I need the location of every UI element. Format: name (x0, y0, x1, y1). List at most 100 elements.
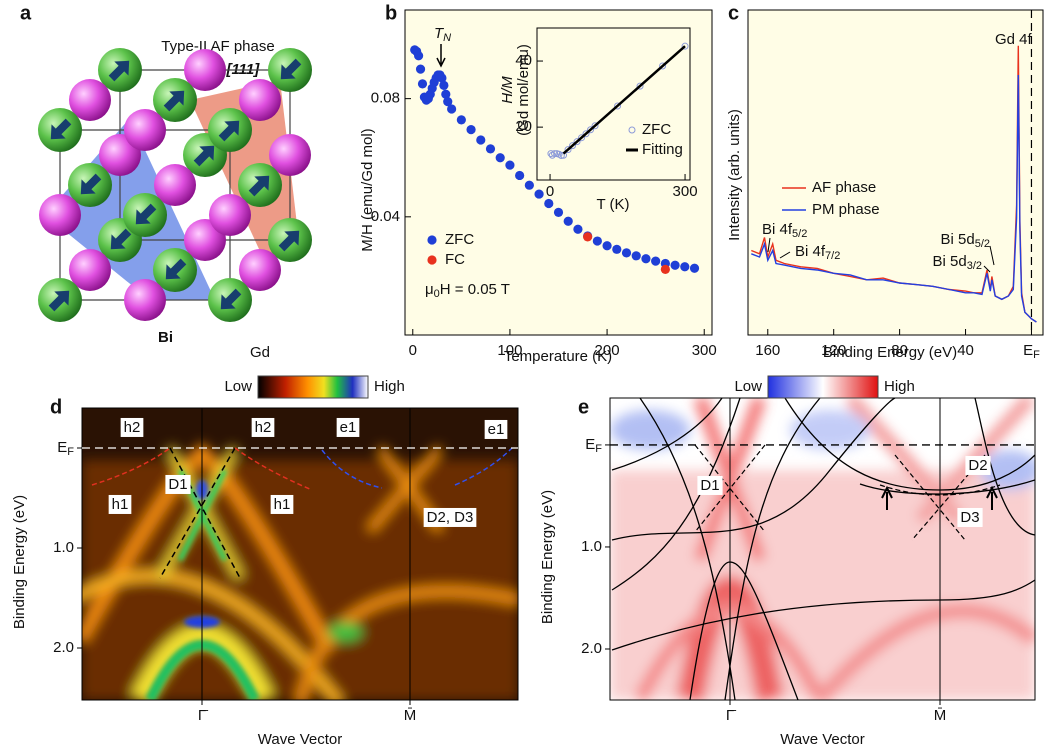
crystal-structure: a Type-II AF phase μ // [111] Bi Gd (20, 2, 312, 361)
data-point (416, 64, 425, 73)
subscript: F (595, 443, 602, 455)
colorbar (258, 376, 368, 398)
band-label: D1 (168, 476, 187, 493)
x-tick-label: 300 (692, 342, 717, 359)
data-point (496, 153, 505, 162)
x-tick-label: 0 (546, 183, 554, 200)
text-part: Bi 5d (941, 231, 975, 248)
bi-atom (209, 194, 251, 236)
bi-atom (124, 109, 166, 151)
colorbar-label: High (374, 378, 405, 395)
subscript: 3/2 (967, 260, 982, 272)
arpes-image (70, 408, 520, 705)
x-axis-label: T (K) (596, 196, 629, 213)
colorbar-label: High (884, 378, 915, 395)
data-point (564, 217, 573, 226)
bi-atom (39, 194, 81, 236)
data-point (515, 171, 524, 180)
x-axis-label: Binding Energy (eV) (823, 344, 957, 361)
colorbar (768, 376, 878, 398)
y-tick-label: 1.0 (53, 539, 74, 556)
x-axis-label: Temperature (K) (504, 348, 612, 365)
text-part: E (1023, 342, 1033, 359)
data-point (457, 115, 466, 124)
structure-title: Type-II AF phase (161, 38, 274, 55)
band-label: h1 (274, 496, 291, 513)
band-label: h2 (255, 419, 272, 436)
y-tick-label: 1.0 (581, 538, 602, 555)
data-point (690, 264, 699, 273)
x-tick-label: Γ̄ (726, 707, 736, 724)
data-point (622, 248, 631, 257)
subscript: N (443, 32, 451, 44)
x-tick-label: EF (1023, 342, 1040, 361)
legend-label: ZFC (445, 231, 474, 248)
legend-marker (427, 235, 436, 244)
y-axis-unit: (Gd mol/emu) (515, 44, 532, 136)
panel-label: a (20, 2, 32, 24)
band-label: D1 (700, 477, 719, 494)
x-axis-label: Wave Vector (780, 731, 864, 748)
subscript: F (67, 446, 74, 458)
subscript: 5/2 (975, 238, 990, 250)
y-tick-label: 2.0 (581, 640, 602, 657)
legend-marker (427, 255, 436, 264)
data-point (544, 199, 553, 208)
y-tick-label: 0.08 (371, 90, 400, 107)
x-tick-label: M̄ (934, 707, 947, 724)
band-label: h2 (124, 419, 141, 436)
y-axis-label: H/M (499, 76, 516, 104)
text-part: Bi 4f (795, 243, 826, 260)
data-point (593, 236, 602, 245)
atoms (38, 48, 312, 322)
data-point (612, 245, 621, 254)
data-point (651, 257, 660, 266)
legend-label: AF phase (812, 179, 876, 196)
atom-label: Gd (250, 344, 270, 361)
band-intensity (70, 448, 520, 705)
text-part: Bi 4f (762, 221, 793, 238)
text-part: μ (425, 281, 434, 298)
x-tick-label: 300 (673, 183, 698, 200)
x-axis-label: Wave Vector (258, 731, 342, 748)
atom-label: Bi (158, 329, 173, 346)
text-part: Bi 5d (933, 253, 967, 270)
data-point (439, 81, 448, 90)
figure: a Type-II AF phase μ // [111] Bi Gd (0, 0, 1045, 751)
band-label: h1 (112, 496, 129, 513)
data-point (525, 181, 534, 190)
panel-label: e (578, 396, 589, 418)
text-part: H = 0.05 T (440, 281, 510, 298)
data-point (505, 161, 514, 170)
band-label: D3 (960, 509, 979, 526)
band-label: D2 (968, 457, 987, 474)
y-axis-label: Binding Energy (eV) (11, 495, 28, 629)
data-point (661, 265, 670, 274)
legend-label: ZFC (642, 121, 671, 138)
y-axis-label: Binding Energy (eV) (539, 490, 556, 624)
legend-label: FC (445, 251, 465, 268)
colorbar-label: Low (224, 378, 252, 395)
data-point (573, 225, 582, 234)
subscript: F (1033, 349, 1040, 361)
bi-atom (124, 279, 166, 321)
text-part: E (585, 436, 595, 453)
data-point (554, 208, 563, 217)
band-label: e1 (340, 419, 357, 436)
y-axis-label: M/H (emu/Gd mol) (359, 128, 376, 251)
data-point (680, 262, 689, 271)
x-tick-label: 40 (957, 342, 974, 359)
text-part: E (57, 439, 67, 456)
data-point (486, 144, 495, 153)
calculation-image (610, 398, 1040, 700)
x-tick-label: 160 (755, 342, 780, 359)
subscript: 7/2 (825, 250, 840, 262)
colorbar-label: Low (734, 378, 762, 395)
data-point (418, 79, 427, 88)
data-point (641, 254, 650, 263)
data-point (466, 125, 475, 134)
data-point (476, 135, 485, 144)
panel-label: d (50, 396, 62, 418)
legend-label: PM phase (812, 201, 880, 218)
band-label: D2, D3 (427, 509, 474, 526)
